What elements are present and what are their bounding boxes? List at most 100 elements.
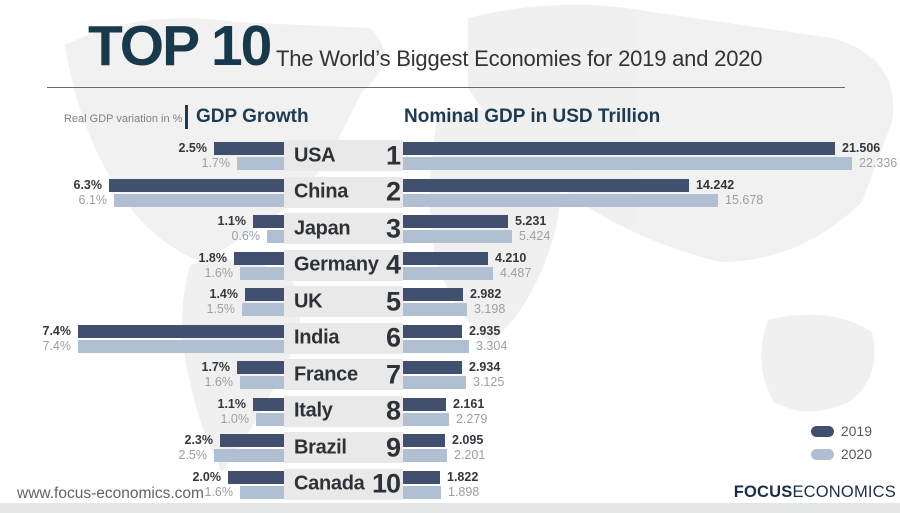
- gdp-2020-line: 3.198: [403, 303, 900, 316]
- focuseconomics-logo: FOCUSECONOMICS: [734, 483, 896, 502]
- gdp-bars: 2.934 3.125: [403, 361, 900, 391]
- growth-2020-bar: [214, 449, 284, 462]
- gdp-2020-bar: [403, 376, 466, 389]
- gdp-2020-line: 1.898: [403, 484, 900, 499]
- gdp-2019-line: 14.242: [403, 177, 900, 192]
- gdp-2019-bar: [403, 178, 689, 192]
- rank-number: 9: [385, 432, 401, 462]
- gdp-2019-bar: [403, 142, 835, 155]
- legend-item-2020: 2020: [810, 446, 872, 462]
- gdp-bars: 4.210 4.487: [403, 250, 900, 282]
- gdp-2020-value: 22.336: [859, 156, 898, 170]
- rank-number: 5: [385, 286, 401, 316]
- country-row: 2.0% 1.6% Canada 10 1.822 1.898: [0, 467, 900, 504]
- country-row: 1.7% 1.6% France 7 2.934 3.125: [0, 357, 900, 394]
- country-row: 1.1% 0.6% Japan 3 5.231 5.424: [0, 211, 900, 248]
- growth-2020-bar: [240, 376, 284, 389]
- country-name: USA: [294, 144, 336, 166]
- growth-2020-line: 0.6%: [0, 230, 284, 243]
- growth-2020-line: 6.1%: [0, 192, 284, 207]
- gdp-2020-line: 2.201: [403, 449, 900, 462]
- country-name: UK: [294, 290, 323, 312]
- growth-2019-bar: [237, 361, 284, 374]
- gdp-2019-value: 2.095: [452, 433, 484, 447]
- legend-item-2019: 2019: [810, 423, 872, 439]
- legend-swatch-2019: [810, 425, 834, 437]
- gdp-2020-line: 15.678: [403, 192, 900, 207]
- country-name: Germany: [294, 253, 379, 276]
- growth-2020-value: 1.6%: [204, 375, 234, 389]
- gdp-2020-bar: [403, 266, 493, 280]
- gdp-2019-value: 14.242: [696, 177, 735, 192]
- gdp-2020-bar: [403, 485, 441, 499]
- growth-2019-bar: [109, 178, 284, 192]
- gdp-2020-value: 1.898: [448, 484, 480, 499]
- country-name: Italy: [294, 399, 333, 422]
- gdp-bars: 2.935 3.304: [403, 324, 900, 355]
- growth-2020-line: 1.6%: [0, 266, 284, 280]
- growth-2020-value: 0.6%: [231, 229, 261, 243]
- growth-2019-value: 2.3%: [184, 433, 214, 447]
- row-stripe: [284, 176, 403, 208]
- row-stripe: [284, 468, 403, 500]
- row-stripe: [284, 432, 403, 463]
- gdp-2019-bar: [403, 470, 440, 484]
- rank-number: 10: [371, 468, 401, 499]
- gdp-2020-value: 2.201: [454, 448, 486, 462]
- country-cell: China 2: [284, 176, 403, 208]
- growth-bars: 1.4% 1.5%: [0, 288, 284, 318]
- country-rows: 2.5% 1.7% USA 1 21.506 22.336 6.3% 6.1% China 2 14…: [0, 138, 900, 503]
- growth-2019-bar: [214, 142, 284, 155]
- growth-panel-title: GDP Growth: [185, 105, 309, 129]
- growth-2019-value: 7.4%: [42, 323, 72, 338]
- growth-2019-value: 6.3%: [73, 177, 103, 192]
- country-name: India: [294, 326, 340, 349]
- growth-2020-bar: [114, 193, 284, 207]
- gdp-2019-line: 21.506: [403, 142, 900, 155]
- gdp-2020-line: 22.336: [403, 157, 900, 170]
- gdp-2019-value: 4.210: [495, 250, 527, 265]
- growth-2019-value: 1.8%: [198, 250, 228, 265]
- growth-2020-line: 1.6%: [0, 485, 284, 499]
- growth-2019-value: 1.7%: [201, 360, 231, 374]
- growth-2020-value: 6.1%: [78, 192, 108, 207]
- gdp-2019-line: 2.935: [403, 324, 900, 338]
- gdp-2020-line: 4.487: [403, 265, 900, 280]
- growth-2020-bar: [78, 339, 284, 353]
- growth-2019-value: 2.5%: [178, 141, 208, 155]
- growth-2019-value: 1.1%: [217, 396, 247, 411]
- growth-2020-bar: [240, 266, 284, 280]
- row-stripe: [284, 322, 403, 354]
- gdp-2020-bar: [403, 193, 718, 207]
- growth-2020-value: 7.4%: [42, 338, 72, 353]
- country-cell: Brazil 9: [284, 432, 403, 463]
- growth-2019-line: 1.4%: [0, 288, 284, 301]
- row-stripe: [284, 286, 403, 317]
- legend-label-2019: 2019: [840, 423, 872, 439]
- row-stripe: [284, 395, 403, 427]
- row-stripe: [284, 359, 403, 390]
- growth-2020-line: 1.7%: [0, 157, 284, 170]
- growth-bars: 6.3% 6.1%: [0, 177, 284, 209]
- gdp-2019-line: 4.210: [403, 250, 900, 265]
- page-subtitle: The World’s Biggest Economies for 2019 a…: [276, 46, 763, 71]
- header-divider-line: [47, 87, 845, 88]
- rank-number: 7: [385, 359, 401, 389]
- gdp-bars: 2.161 2.279: [403, 397, 900, 428]
- gdp-2019-line: 2.982: [403, 288, 900, 301]
- growth-2019-line: 2.3%: [0, 434, 284, 447]
- gdp-2019-value: 21.506: [842, 141, 881, 155]
- growth-2019-bar: [78, 324, 284, 338]
- gdp-2019-bar: [403, 397, 446, 411]
- gdp-2019-value: 1.822: [447, 469, 479, 484]
- gdp-2020-value: 4.487: [500, 265, 532, 280]
- gdp-2020-value: 15.678: [725, 192, 764, 207]
- gdp-panel-title: Nominal GDP in USD Trillion: [404, 106, 661, 127]
- country-cell: Japan 3: [284, 213, 403, 244]
- growth-2019-bar: [228, 470, 284, 484]
- growth-2019-value: 1.4%: [209, 287, 239, 301]
- growth-2020-line: 1.6%: [0, 376, 284, 389]
- growth-2020-value: 2.5%: [178, 448, 208, 462]
- growth-bars: 1.1% 1.0%: [0, 396, 284, 428]
